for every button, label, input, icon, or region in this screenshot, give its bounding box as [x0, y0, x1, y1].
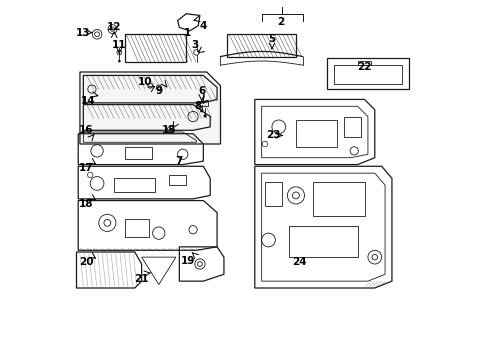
Text: 10: 10	[138, 77, 152, 87]
Text: 14: 14	[81, 96, 96, 106]
Text: 8: 8	[194, 101, 202, 111]
Text: 1: 1	[184, 28, 191, 37]
Bar	[114, 178, 155, 192]
Bar	[124, 220, 148, 237]
Text: 5: 5	[268, 35, 275, 44]
Polygon shape	[80, 72, 220, 144]
Bar	[343, 117, 360, 137]
Bar	[198, 102, 208, 105]
Text: 15: 15	[162, 125, 176, 135]
Text: 11: 11	[112, 40, 126, 50]
Bar	[295, 120, 336, 148]
Circle shape	[169, 128, 172, 131]
Text: 24: 24	[291, 257, 306, 267]
Text: 17: 17	[79, 163, 93, 173]
Circle shape	[118, 60, 121, 62]
Text: 18: 18	[79, 199, 93, 209]
Text: 7: 7	[175, 156, 183, 166]
Text: 2: 2	[276, 17, 284, 27]
Bar	[357, 61, 370, 65]
Text: 19: 19	[181, 256, 195, 266]
Circle shape	[200, 109, 203, 112]
Bar	[124, 148, 152, 159]
Bar	[312, 182, 364, 216]
Text: 3: 3	[191, 40, 198, 50]
Text: 23: 23	[266, 130, 280, 140]
Circle shape	[203, 114, 206, 118]
Text: 16: 16	[79, 125, 93, 135]
Text: 21: 21	[134, 274, 148, 284]
Text: 20: 20	[79, 257, 93, 267]
Text: 12: 12	[107, 22, 121, 32]
Bar	[264, 182, 282, 206]
Text: 22: 22	[357, 62, 371, 72]
Text: 9: 9	[155, 86, 162, 96]
Bar	[288, 226, 357, 257]
Text: 4: 4	[199, 21, 206, 31]
Text: 13: 13	[76, 28, 90, 37]
Text: 6: 6	[198, 86, 205, 96]
Bar	[169, 175, 186, 185]
